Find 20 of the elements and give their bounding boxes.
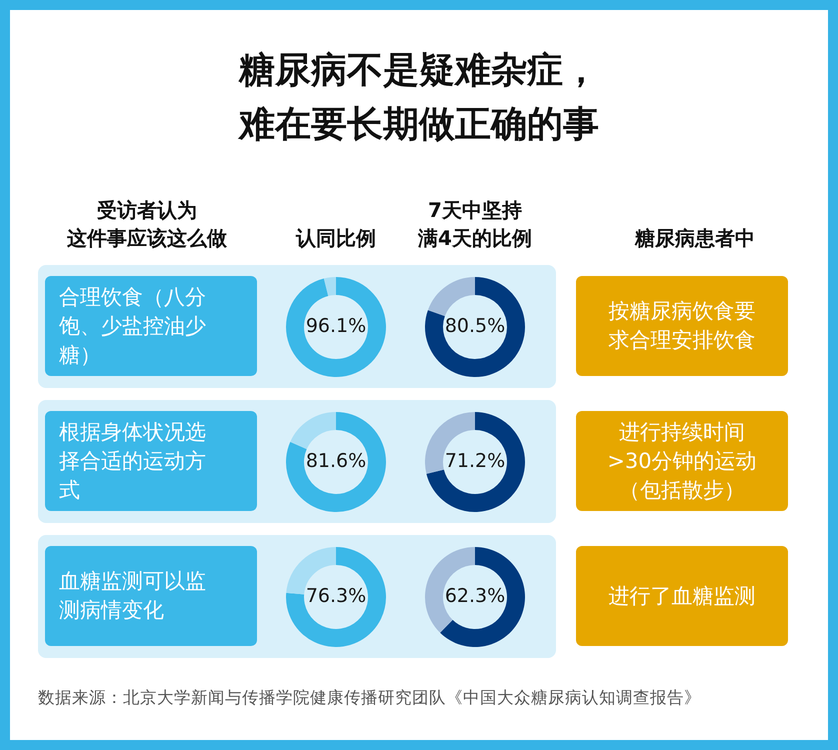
- text: 这件事应该这么做: [66, 225, 228, 252]
- source-note: 数据来源：北京大学新闻与传播学院健康传播研究团队《中国大众糖尿病认知调查报告》: [38, 687, 702, 709]
- text: 血糖监测可以监测病情变化: [45, 546, 257, 646]
- data-label: 80.5%: [444, 314, 506, 337]
- data-label: 96.1%: [306, 314, 366, 337]
- data-label: 81.6%: [306, 450, 366, 472]
- text: 糖尿病患者中: [634, 225, 756, 252]
- text: 进行持续时间>30分钟的运动（包括散步）: [576, 411, 788, 511]
- text: 进行了血糖监测: [576, 546, 788, 646]
- text: 合理饮食（八分饱、少盐控油少糖）: [45, 276, 257, 376]
- text: 根据身体状况选择合适的运动方式: [45, 411, 257, 511]
- text: 按糖尿病饮食要求合理安排饮食: [576, 276, 788, 376]
- data-label: 71.2%: [444, 450, 506, 472]
- data-label: 62.3%: [444, 584, 506, 607]
- text: 受访者认为: [96, 197, 198, 224]
- data-label: 76.3%: [306, 584, 366, 607]
- text: 7天中坚持: [427, 197, 523, 224]
- text: 认同比例: [294, 225, 377, 252]
- text: 满4天的比例: [416, 225, 533, 252]
- text: 糖尿病不是疑难杂症，难在要长期做正确的事: [237, 49, 600, 147]
